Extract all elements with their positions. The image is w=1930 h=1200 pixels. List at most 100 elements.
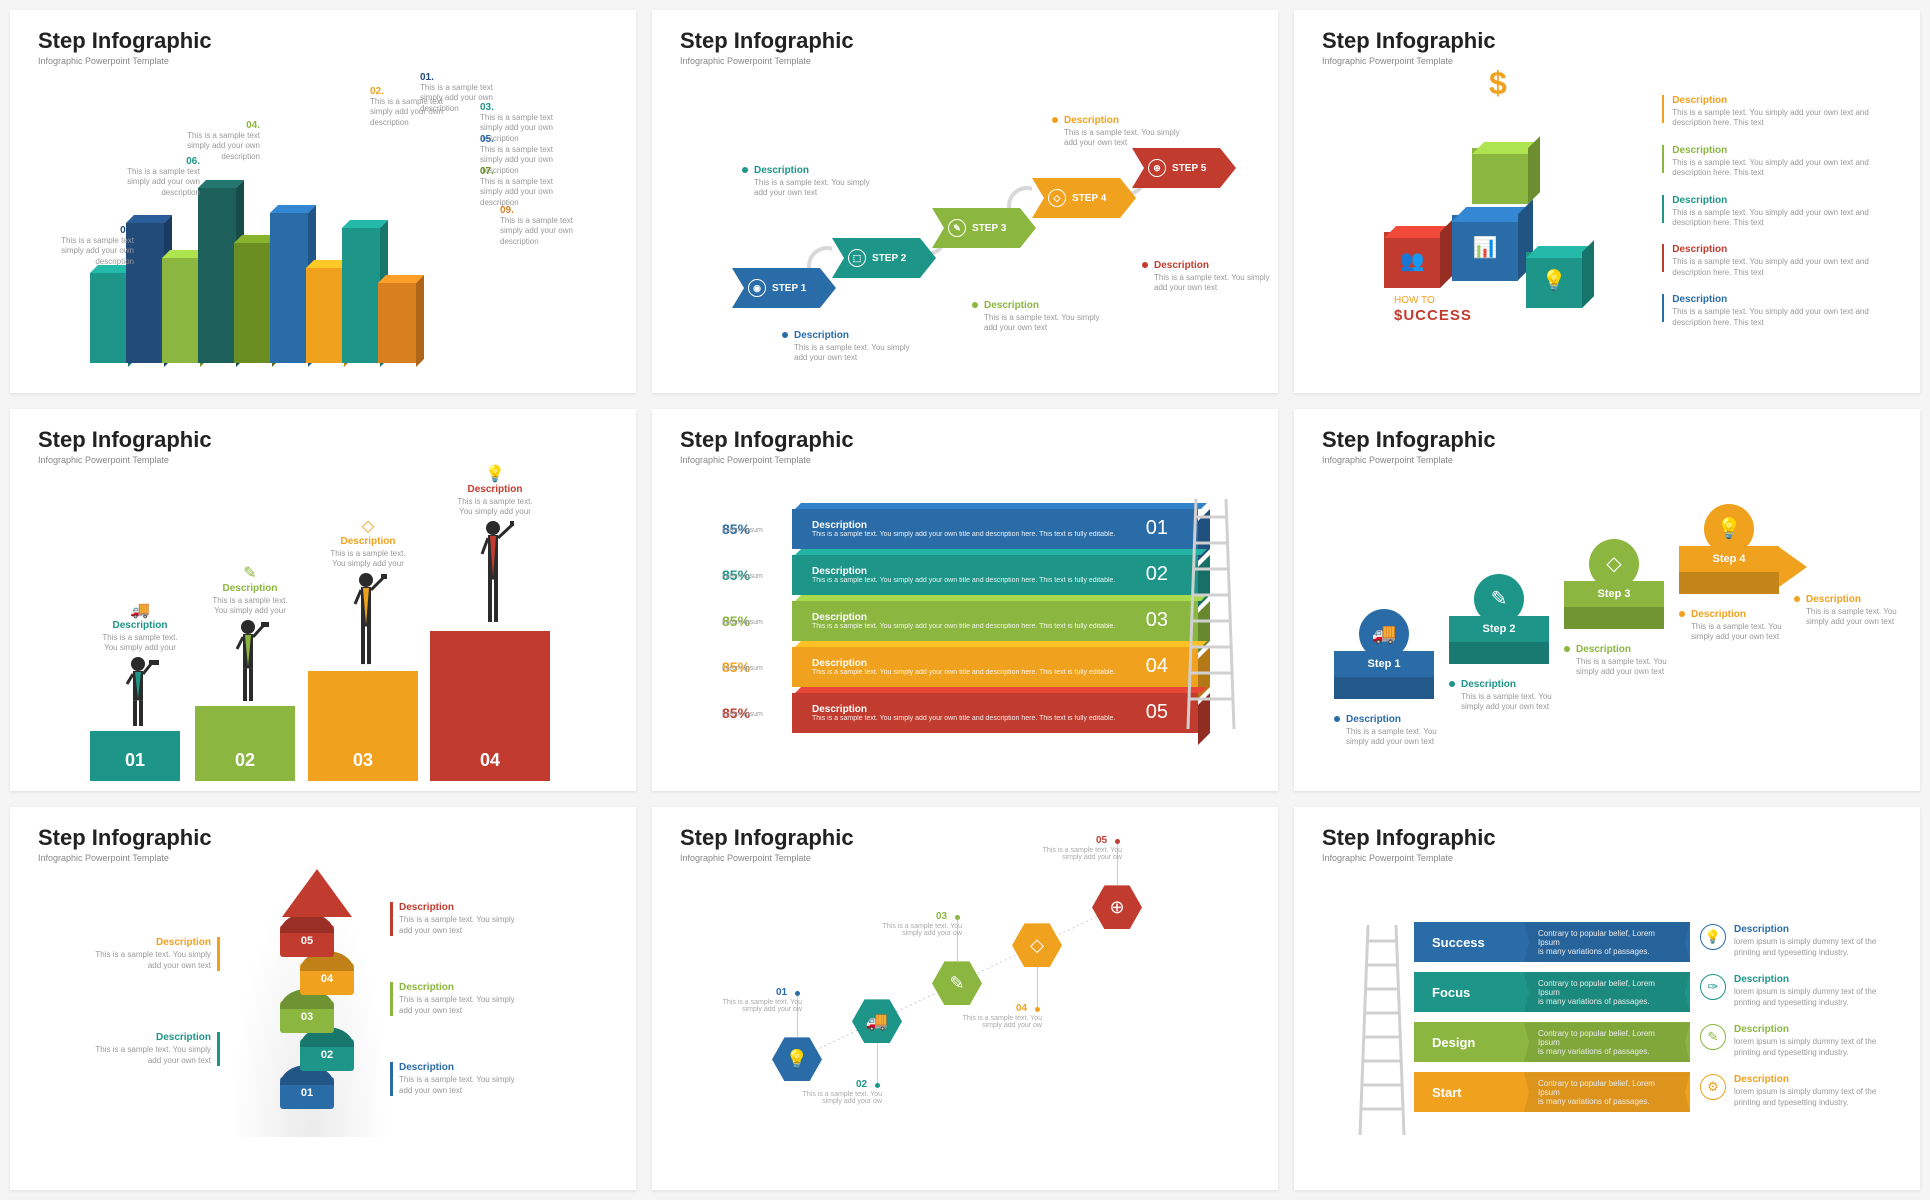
slide-subtitle: Infographic Powerpoint Template — [38, 455, 212, 465]
bar-4 — [198, 188, 236, 363]
bar-callout-6: 06.This is a sample text simply add your… — [120, 156, 200, 198]
desc-list: DescriptionThis is a sample text. You si… — [1662, 95, 1892, 344]
slide-5: Step Infographic Infographic Powerpoint … — [652, 409, 1278, 792]
slide-subtitle: Infographic Powerpoint Template — [1322, 56, 1496, 66]
vertical-arrow: 0102030405 DescriptionThis is a sample t… — [10, 807, 636, 1190]
step-arrow-2: ⬚STEP 2 — [832, 238, 936, 278]
slide-grid: Step Infographic Infographic Powerpoint … — [10, 10, 1920, 1190]
step-note: DescriptionThis is a sample text. You si… — [1052, 110, 1182, 149]
path-desc: DescriptionThis is a sample text. You si… — [390, 902, 530, 936]
bar-desc: 💡DescriptionThis is a sample text. You s… — [450, 464, 540, 518]
ribbon-desc: ✎Descriptionlorem ipsum is simply dummy … — [1700, 1024, 1900, 1058]
hex-text: This is a sample text. You simply add yo… — [872, 923, 962, 937]
step-note: DescriptionThis is a sample text. You si… — [1142, 255, 1272, 294]
bar-3 — [162, 258, 200, 363]
path-desc: DescriptionThis is a sample text. You si… — [80, 937, 220, 971]
bar-9 — [378, 283, 416, 363]
arrow-up-icon — [282, 869, 352, 917]
path-desc: DescriptionThis is a sample text. You si… — [390, 1062, 530, 1096]
ribbon-4: StartContrary to popular belief, Lorem I… — [1414, 1072, 1690, 1112]
arrow-desc: DescriptionThis is a sample text. You si… — [1794, 589, 1904, 628]
desc-item: DescriptionThis is a sample text. You si… — [1662, 294, 1892, 328]
step-platforms: 🚚 Step 1 DescriptionThis is a sample tex… — [1294, 409, 1920, 792]
slide-subtitle: Infographic Powerpoint Template — [38, 56, 212, 66]
person-icon — [349, 572, 387, 671]
stack-row-1: 85%Lorem Ipsum DescriptionThis is a samp… — [792, 509, 1198, 549]
desc-item: DescriptionThis is a sample text. You si… — [1662, 244, 1892, 278]
bar-callout-7: 07.This is a sample text simply add your… — [480, 166, 560, 208]
platform-step-2: ✎ Step 2 — [1449, 574, 1549, 664]
bar-callout-2: 02.This is a sample text simply add your… — [370, 86, 450, 128]
bar-callout-8: 08.This is a sample text simply add your… — [54, 225, 134, 267]
step-note: DescriptionThis is a sample text. You si… — [972, 295, 1102, 334]
platform-step-4: 💡 Step 4 — [1679, 504, 1779, 594]
hex-leader — [1037, 967, 1038, 1009]
bar-6 — [270, 213, 308, 363]
stack-row-4: 85%Lorem Ipsum DescriptionThis is a samp… — [792, 647, 1198, 687]
stack-row-3: 85%Lorem Ipsum DescriptionThis is a samp… — [792, 601, 1198, 641]
hex-num: 04 — [1016, 1003, 1027, 1014]
slide-header: Step Infographic Infographic Powerpoint … — [680, 28, 854, 66]
hex-text: This is a sample text. You simply add yo… — [952, 1015, 1042, 1029]
step-desc: DescriptionThis is a sample text. You si… — [1564, 639, 1679, 678]
slide-title: Step Infographic — [38, 427, 212, 453]
hexagon-1: 💡 — [772, 1037, 822, 1081]
hexagon-4: ◇ — [1012, 923, 1062, 967]
cube-3: 💡 — [1526, 240, 1594, 308]
arrow-head — [1779, 547, 1807, 587]
slide-7: Step Infographic Infographic Powerpoint … — [10, 807, 636, 1190]
slide-header: Step Infographic Infographic Powerpoint … — [1322, 28, 1496, 66]
bar-desc: 🚚DescriptionThis is a sample text. You s… — [95, 600, 185, 654]
slide-2: Step Infographic Infographic Powerpoint … — [652, 10, 1278, 393]
slide-3: Step Infographic Infographic Powerpoint … — [1294, 10, 1920, 393]
step-desc: DescriptionThis is a sample text. You si… — [1334, 709, 1449, 748]
step-arrow-4: ◇STEP 4 — [1032, 178, 1136, 218]
person-icon — [231, 619, 269, 706]
ribbon-3: DesignContrary to popular belief, Lorem … — [1414, 1022, 1690, 1062]
hex-text: This is a sample text. You simply add yo… — [1032, 847, 1122, 861]
arrow-flow: ◉STEP 1⬚STEP 2✎STEP 3◇STEP 4⊕STEP 5Descr… — [702, 100, 1248, 373]
hexagon-5: ⊕ — [1092, 885, 1142, 929]
desc-item: DescriptionThis is a sample text. You si… — [1662, 145, 1892, 179]
bar-callout-9: 09.This is a sample text simply add your… — [500, 205, 580, 247]
slide-4: Step Infographic Infographic Powerpoint … — [10, 409, 636, 792]
slide-title: Step Infographic — [1322, 28, 1496, 54]
ribbon-2: FocusContrary to popular belief, Lorem I… — [1414, 972, 1690, 1012]
platform-step-1: 🚚 Step 1 — [1334, 609, 1434, 699]
step-desc: DescriptionThis is a sample text. You si… — [1449, 674, 1564, 713]
podium-bar-3: 03 — [308, 671, 418, 781]
desc-item: DescriptionThis is a sample text. You si… — [1662, 195, 1892, 229]
path-desc: DescriptionThis is a sample text. You si… — [390, 982, 530, 1016]
dollar-icon: $ — [1489, 65, 1507, 102]
bar-1 — [90, 273, 128, 363]
hex-leader — [877, 1043, 878, 1085]
ribbon-desc: ⚙Descriptionlorem ipsum is simply dummy … — [1700, 1074, 1900, 1108]
slide-header: Step Infographic Infographic Powerpoint … — [38, 427, 212, 465]
slide-title: Step Infographic — [680, 28, 854, 54]
bar-8 — [342, 228, 380, 363]
cube-4 — [1472, 136, 1540, 204]
step-arrow-1: ◉STEP 1 — [732, 268, 836, 308]
ladder-icon — [1412, 92, 1448, 222]
hex-num: 05 — [1096, 835, 1107, 846]
podium-bar-2: 02 — [195, 706, 295, 781]
slide-9: Step Infographic Infographic Powerpoint … — [1294, 807, 1920, 1190]
hex-num: 03 — [936, 911, 947, 922]
hex-text: This is a sample text. You simply add yo… — [712, 999, 802, 1013]
slide-subtitle: Infographic Powerpoint Template — [680, 455, 854, 465]
stack-row-2: 85%Lorem Ipsum DescriptionThis is a samp… — [792, 555, 1198, 595]
bar-desc: ✎DescriptionThis is a sample text. You s… — [205, 563, 295, 617]
hexagon-2: 🚚 — [852, 999, 902, 1043]
step-note: DescriptionThis is a sample text. You si… — [782, 325, 912, 364]
slide-header: Step Infographic Infographic Powerpoint … — [38, 28, 212, 66]
cube-2: 📊 — [1452, 200, 1533, 281]
hex-num: 01 — [776, 987, 787, 998]
ribbon-desc: ✑Descriptionlorem ipsum is simply dummy … — [1700, 974, 1900, 1008]
bar-desc: ◇DescriptionThis is a sample text. You s… — [323, 516, 413, 570]
step-arrow-3: ✎STEP 3 — [932, 208, 1036, 248]
cube-1: 👥 — [1384, 220, 1452, 288]
stack-row-5: 85%Lorem Ipsum DescriptionThis is a samp… — [792, 693, 1198, 733]
hex-text: This is a sample text. You simply add yo… — [792, 1091, 882, 1105]
step-note: DescriptionThis is a sample text. You si… — [742, 160, 872, 199]
step-desc: DescriptionThis is a sample text. You si… — [1679, 604, 1794, 643]
